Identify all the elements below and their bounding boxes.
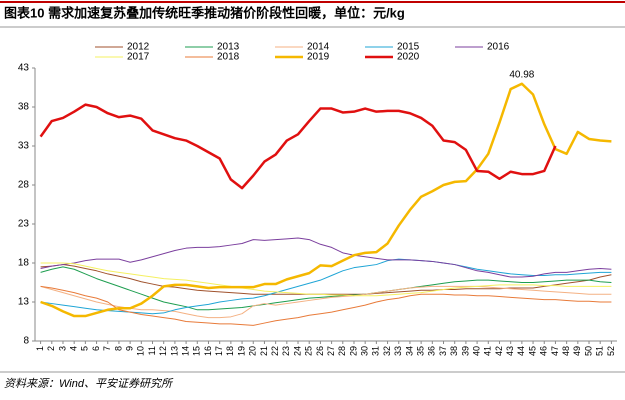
y-tick-label: 13 bbox=[18, 297, 30, 308]
x-tick-label: 5 bbox=[80, 346, 90, 351]
x-tick-label: 8 bbox=[113, 346, 123, 351]
x-tick-label: 14 bbox=[180, 346, 190, 356]
x-tick-label: 43 bbox=[505, 346, 515, 356]
x-tick-label: 49 bbox=[572, 346, 582, 356]
x-tick-label: 23 bbox=[281, 346, 291, 356]
x-tick-label: 17 bbox=[214, 346, 224, 356]
x-tick-label: 9 bbox=[125, 346, 135, 351]
x-tick-label: 24 bbox=[292, 346, 302, 356]
legend-label: 2012 bbox=[127, 42, 150, 53]
x-tick-label: 52 bbox=[606, 346, 616, 356]
legend-label: 2014 bbox=[307, 42, 330, 53]
y-tick-label: 28 bbox=[18, 180, 30, 191]
x-tick-label: 37 bbox=[438, 346, 448, 356]
series-line bbox=[40, 258, 612, 315]
x-tick-label: 38 bbox=[449, 346, 459, 356]
x-tick-label: 28 bbox=[337, 346, 347, 356]
x-tick-label: 50 bbox=[583, 346, 593, 356]
series-line bbox=[40, 82, 612, 318]
x-tick-label: 46 bbox=[539, 346, 549, 356]
x-tick-label: 11 bbox=[147, 346, 157, 355]
x-tick-label: 40 bbox=[471, 346, 481, 356]
legend-label: 2015 bbox=[397, 42, 420, 53]
legend-label: 2016 bbox=[487, 42, 510, 53]
x-tick-label: 36 bbox=[427, 346, 437, 356]
data-label: 40.98 bbox=[509, 69, 534, 80]
x-tick-label: 32 bbox=[382, 346, 392, 356]
source: 资料来源：Wind、平安证券研究所 bbox=[4, 377, 174, 390]
chart-title: 图表10 需求加速复苏叠加传统旺季推动猪价阶段性回暖，单位：元/kg bbox=[4, 5, 405, 20]
x-tick-label: 34 bbox=[404, 346, 414, 356]
x-tick-label: 22 bbox=[270, 346, 280, 356]
x-tick-label: 19 bbox=[236, 346, 246, 356]
y-tick-label: 33 bbox=[18, 141, 30, 152]
x-tick-label: 18 bbox=[225, 346, 235, 356]
x-tick-label: 29 bbox=[348, 346, 358, 356]
legend-label: 2013 bbox=[217, 42, 240, 53]
legend-label: 2019 bbox=[307, 52, 330, 63]
series-line bbox=[40, 266, 612, 311]
x-tick-label: 12 bbox=[158, 346, 168, 356]
x-tick-label: 13 bbox=[169, 346, 179, 356]
legend-label: 2020 bbox=[397, 52, 420, 63]
y-tick-label: 38 bbox=[18, 102, 30, 113]
x-tick-label: 45 bbox=[527, 346, 537, 356]
x-tick-label: 21 bbox=[259, 346, 269, 356]
x-tick-label: 27 bbox=[326, 346, 336, 356]
x-tick-label: 4 bbox=[69, 346, 79, 351]
x-tick-label: 35 bbox=[416, 346, 426, 356]
legend-label: 2017 bbox=[127, 52, 150, 63]
series-line bbox=[40, 285, 612, 319]
x-tick-label: 26 bbox=[315, 346, 325, 356]
y-tick-label: 18 bbox=[18, 258, 30, 269]
x-tick-label: 47 bbox=[550, 346, 560, 356]
series-line bbox=[40, 237, 612, 278]
x-tick-label: 42 bbox=[494, 346, 504, 356]
x-tick-label: 39 bbox=[460, 346, 470, 356]
y-tick-label: 8 bbox=[23, 336, 29, 347]
x-tick-label: 44 bbox=[516, 346, 526, 356]
x-tick-label: 41 bbox=[483, 346, 493, 356]
series-line bbox=[39, 103, 557, 190]
x-tick-label: 20 bbox=[248, 346, 258, 356]
x-tick-label: 51 bbox=[595, 346, 605, 356]
y-tick-label: 43 bbox=[18, 63, 30, 74]
x-tick-label: 1 bbox=[35, 346, 45, 351]
x-tick-label: 10 bbox=[136, 346, 146, 356]
x-tick-label: 7 bbox=[102, 346, 112, 351]
legend-label: 2018 bbox=[217, 52, 240, 63]
series-line bbox=[40, 262, 612, 297]
x-tick-label: 15 bbox=[192, 346, 202, 356]
x-tick-label: 6 bbox=[91, 346, 101, 351]
series-line bbox=[40, 285, 612, 326]
x-tick-label: 3 bbox=[57, 346, 67, 351]
y-tick-label: 23 bbox=[18, 219, 30, 230]
x-tick-label: 33 bbox=[393, 346, 403, 356]
x-tick-label: 2 bbox=[46, 346, 56, 351]
x-tick-label: 48 bbox=[561, 346, 571, 356]
x-tick-label: 16 bbox=[203, 346, 213, 356]
x-tick-label: 25 bbox=[304, 346, 314, 356]
x-tick-label: 31 bbox=[371, 346, 381, 356]
x-tick-label: 30 bbox=[360, 346, 370, 356]
